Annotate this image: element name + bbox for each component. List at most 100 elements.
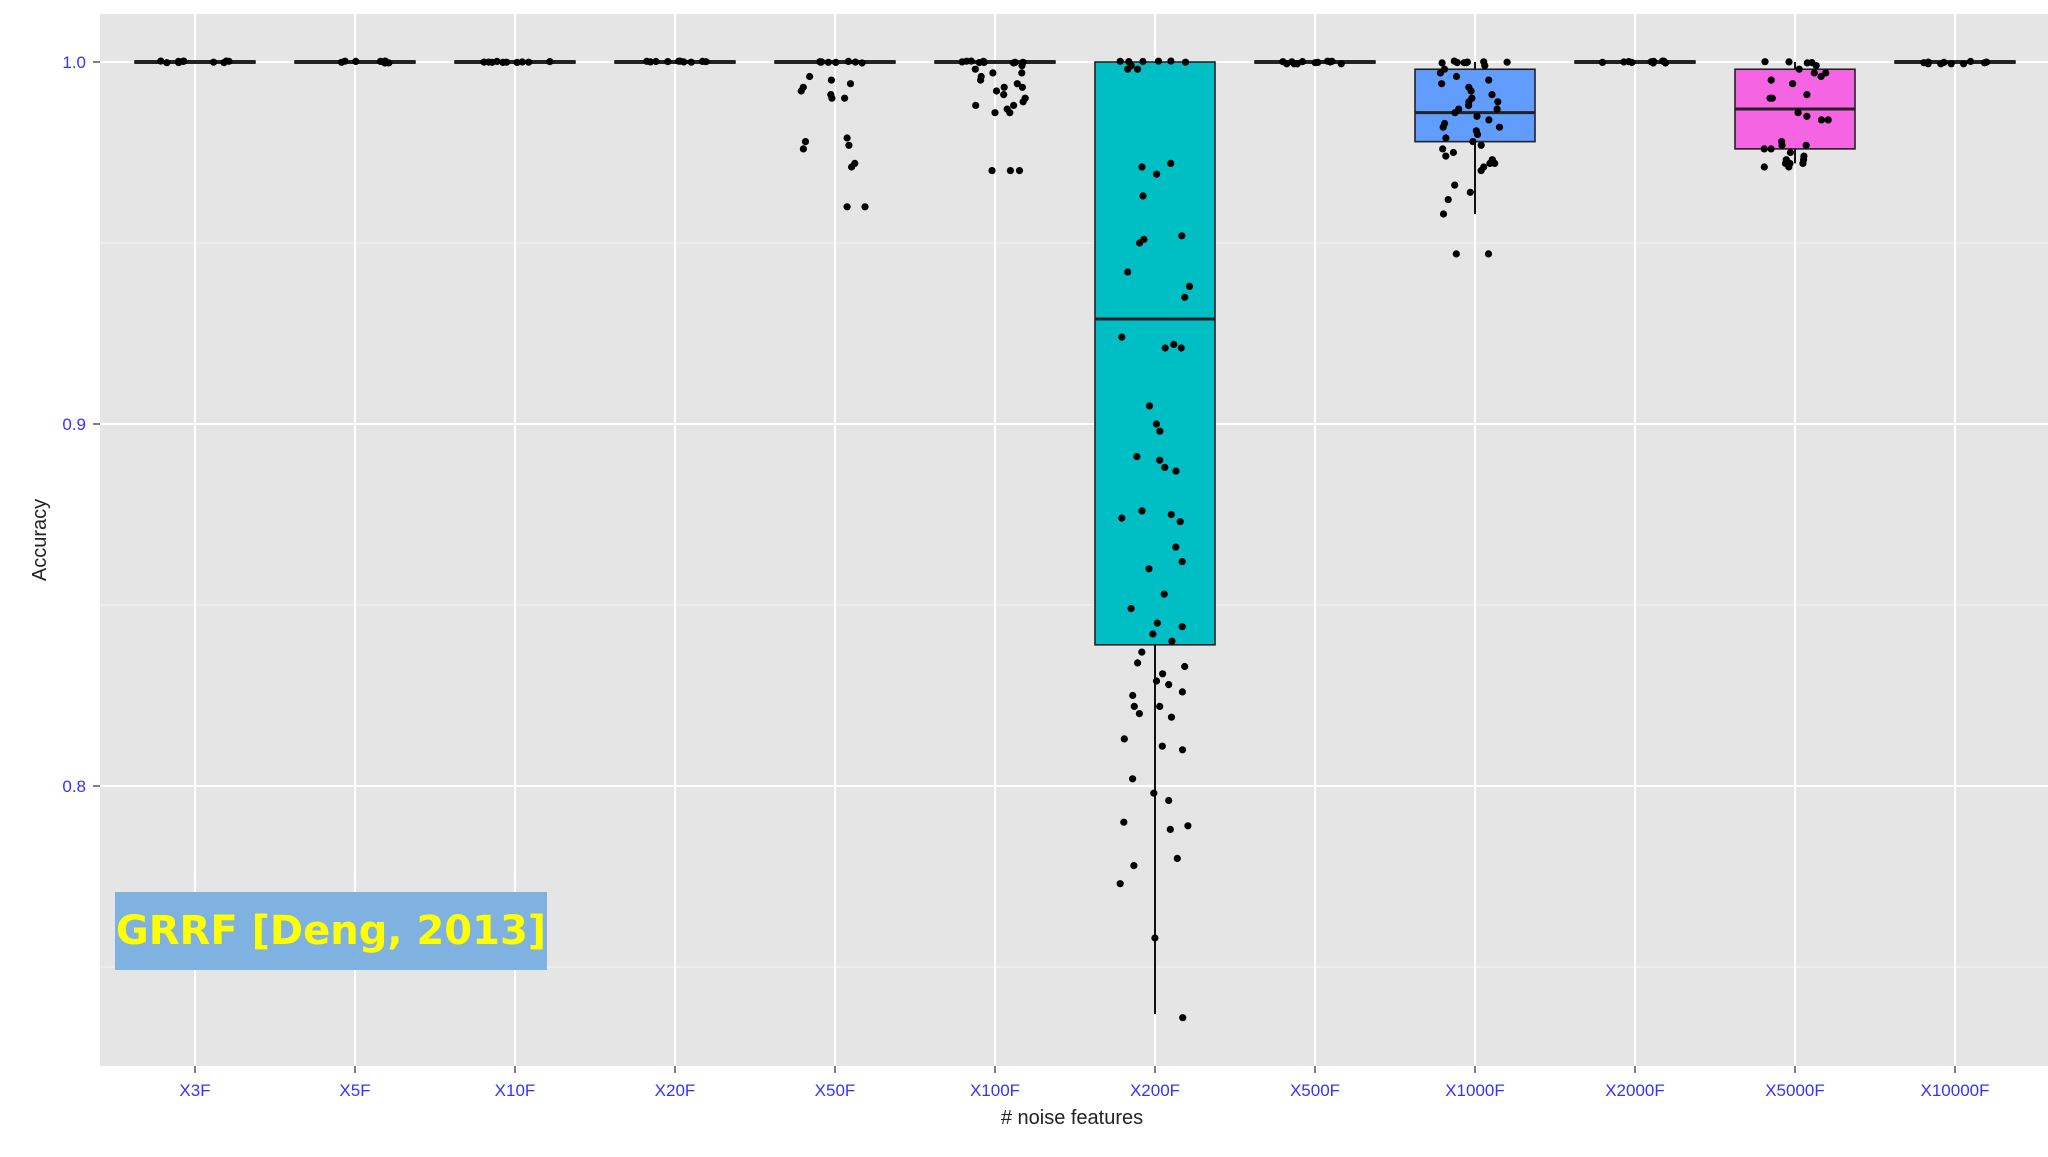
data-point [1130, 702, 1138, 711]
data-point [828, 94, 836, 102]
data-point [1010, 101, 1018, 109]
data-point [352, 57, 360, 65]
x-tick-label: X3F [179, 1081, 210, 1100]
data-point [1463, 58, 1471, 66]
data-point [513, 58, 521, 66]
x-tick-label: X5000F [1765, 1081, 1825, 1100]
data-point [546, 58, 554, 66]
x-tick-label: X1000F [1445, 1081, 1505, 1100]
data-point [1133, 453, 1141, 461]
data-point [1465, 101, 1473, 109]
data-point [1129, 775, 1137, 783]
data-point [225, 57, 233, 65]
data-point [1151, 934, 1159, 942]
data-point [841, 94, 849, 102]
data-point [1785, 163, 1793, 171]
data-point [1439, 210, 1448, 218]
annotation-text: GRRF [Deng, 2013] [115, 908, 547, 954]
data-point [799, 145, 808, 153]
data-point [1495, 123, 1504, 131]
x-tick-label: X50F [815, 1081, 856, 1100]
data-point [1165, 681, 1173, 689]
data-point [1660, 57, 1668, 65]
plot-panel [100, 14, 2048, 1066]
data-point [1795, 65, 1803, 73]
data-point [1620, 58, 1628, 66]
data-point [1166, 825, 1174, 834]
data-point [1118, 514, 1126, 522]
data-point [843, 203, 851, 211]
box-body [1094, 61, 1216, 646]
data-point [1451, 109, 1459, 117]
data-point [1761, 58, 1769, 66]
data-point [1650, 57, 1658, 65]
data-point [1817, 116, 1826, 124]
data-point [175, 57, 183, 65]
data-point [1439, 123, 1447, 131]
data-point [1011, 58, 1019, 66]
data-point [1178, 623, 1186, 631]
data-point [797, 87, 805, 95]
data-point [1019, 98, 1027, 106]
data-point [806, 72, 814, 81]
data-point [1167, 510, 1175, 519]
data-point [1167, 713, 1176, 721]
data-point [1438, 80, 1446, 88]
data-point [687, 58, 695, 66]
boxes [134, 60, 2016, 1015]
data-points [157, 57, 1991, 1022]
data-point [1158, 742, 1166, 750]
y-tick-label: 0.9 [62, 415, 86, 434]
data-point [843, 134, 851, 142]
data-point [1486, 159, 1494, 167]
data-point [1138, 507, 1146, 515]
data-point [1760, 163, 1768, 171]
data-point [1967, 57, 1975, 66]
data-point [1178, 232, 1186, 240]
x-tick-label: X2000F [1605, 1081, 1665, 1100]
data-point [1786, 148, 1794, 157]
data-point [1159, 670, 1167, 678]
data-point [499, 58, 507, 66]
data-point [992, 87, 1001, 95]
data-point [1477, 167, 1485, 175]
data-point [1167, 159, 1175, 167]
box-X100F [934, 60, 1056, 64]
data-point [958, 58, 966, 66]
data-point [1937, 60, 1945, 68]
data-point [1439, 145, 1447, 153]
data-point [1135, 710, 1143, 718]
data-point [652, 57, 660, 66]
x-tick-label: X5F [339, 1081, 370, 1100]
method-annotation-label: GRRF [Deng, 2013] [115, 892, 547, 970]
data-point [1018, 83, 1026, 91]
data-point [1168, 637, 1176, 645]
y-axis-ticks: 0.8 0.9 1.0 [62, 53, 100, 796]
data-point [1469, 138, 1477, 146]
data-point [1006, 167, 1015, 175]
y-tick-label: 0.8 [62, 777, 86, 796]
box-X200F [1094, 61, 1216, 1015]
data-point [971, 65, 979, 73]
data-point [1018, 62, 1026, 70]
data-point [1181, 58, 1190, 66]
data-point [664, 58, 672, 66]
data-point [157, 57, 165, 65]
data-point [1314, 58, 1322, 66]
data-point [1178, 558, 1186, 566]
data-point [1337, 60, 1345, 68]
data-point [1120, 818, 1128, 826]
data-point [1116, 57, 1124, 65]
data-point [1477, 141, 1485, 149]
data-point [525, 58, 533, 66]
data-point [1817, 72, 1825, 81]
data-point [1015, 167, 1024, 175]
data-point [1124, 268, 1132, 276]
data-point [1324, 57, 1332, 65]
data-point [1924, 60, 1932, 68]
data-point [851, 58, 860, 66]
data-point [676, 57, 684, 65]
data-point [341, 57, 349, 65]
data-point [1466, 188, 1474, 196]
